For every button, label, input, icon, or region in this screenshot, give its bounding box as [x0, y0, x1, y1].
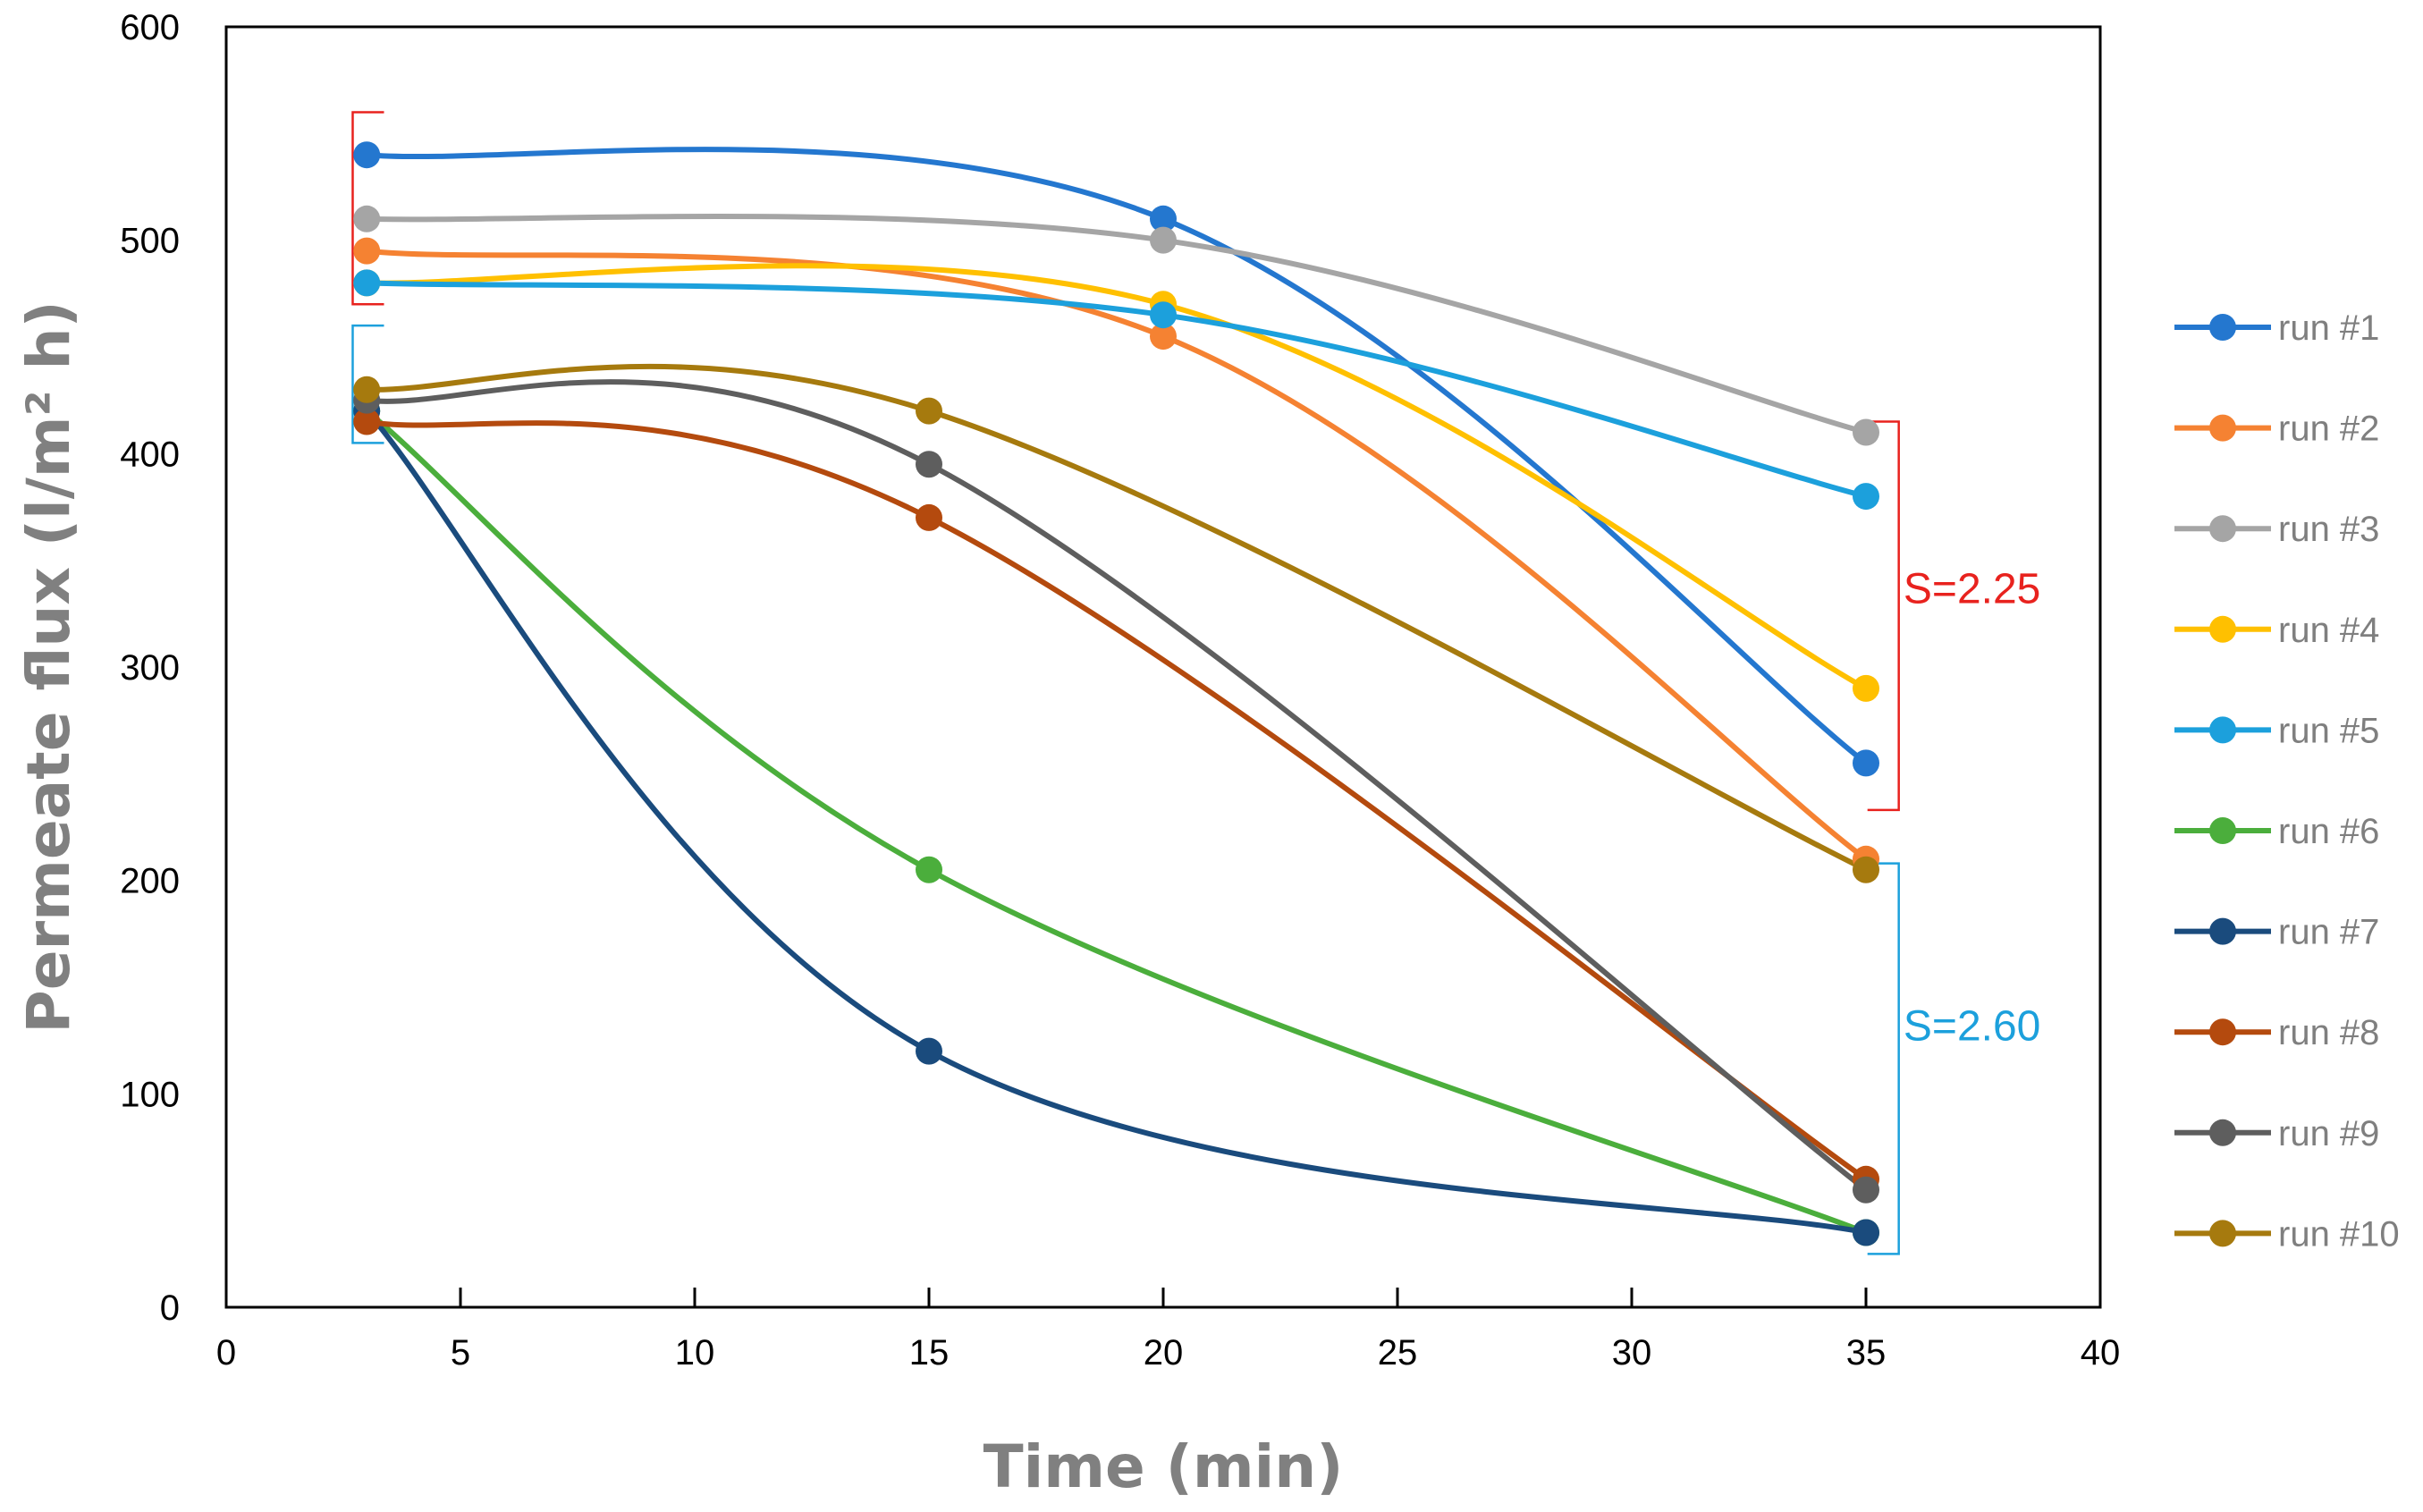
y-tick-label: 400: [120, 435, 180, 474]
data-point: [1150, 323, 1177, 351]
x-tick-label: 0: [216, 1333, 236, 1373]
bracket: [1867, 862, 1900, 1255]
data-point: [916, 856, 942, 883]
data-point: [353, 408, 381, 435]
y-tick-label: 0: [160, 1288, 180, 1328]
data-point: [353, 269, 381, 297]
y-tick-label: 600: [120, 8, 180, 47]
x-tick-label: 30: [1612, 1333, 1652, 1373]
legend-label: run #10: [2278, 1214, 2400, 1254]
data-point: [1150, 226, 1177, 254]
legend-swatch-marker: [2209, 1220, 2236, 1247]
data-point: [1853, 674, 1879, 702]
y-tick-label: 300: [120, 648, 180, 688]
bracket: [351, 111, 384, 306]
legend-label: run #6: [2278, 812, 2379, 851]
data-point: [1853, 483, 1879, 511]
bracket: [1867, 420, 1900, 812]
legend-swatch-marker: [2209, 1018, 2236, 1046]
legend-label: run #4: [2278, 611, 2379, 650]
y-tick-label: 500: [120, 222, 180, 261]
data-point: [353, 205, 381, 232]
legend-swatch-marker: [2209, 817, 2236, 844]
data-point: [916, 451, 942, 478]
data-point: [1150, 205, 1177, 232]
data-point: [916, 1037, 942, 1065]
annotation-label: S=2.25: [1904, 565, 2040, 612]
data-point: [353, 376, 381, 403]
data-point: [353, 141, 381, 169]
legend-swatch-marker: [2209, 515, 2236, 543]
x-tick-label: 5: [451, 1333, 470, 1373]
legend-label: run #8: [2278, 1013, 2379, 1052]
legend-label: run #5: [2278, 711, 2379, 750]
data-point: [1853, 1176, 1879, 1204]
x-tick-label: 40: [2081, 1333, 2121, 1373]
x-tick-label: 25: [1378, 1333, 1418, 1373]
legend-swatch-marker: [2209, 615, 2236, 643]
legend-swatch-marker: [2209, 917, 2236, 945]
legend-label: run #3: [2278, 510, 2379, 549]
legend-swatch-marker: [2209, 414, 2236, 442]
x-tick-label: 10: [675, 1333, 715, 1373]
legend-swatch-marker: [2209, 314, 2236, 341]
annotation-label: S=2.60: [1904, 1003, 2040, 1051]
x-axis-title: Time (min): [984, 1432, 1344, 1501]
data-point: [1853, 856, 1879, 883]
x-tick-label: 35: [1846, 1333, 1887, 1373]
data-point: [916, 503, 942, 531]
series-line: [364, 408, 1869, 1236]
bracket: [351, 324, 384, 444]
y-axis-title: Permeate flux (l/m² h): [14, 300, 83, 1033]
x-tick-label: 20: [1144, 1333, 1184, 1373]
y-tick-label: 200: [120, 862, 180, 901]
y-tick-label: 100: [120, 1075, 180, 1114]
series-line: [364, 418, 1869, 1182]
data-point: [1150, 301, 1177, 329]
data-point: [353, 237, 381, 265]
legend-label: run #7: [2278, 913, 2379, 952]
legend-swatch-marker: [2209, 716, 2236, 744]
legend-swatch-marker: [2209, 1119, 2236, 1146]
data-point: [916, 397, 942, 425]
legend-label: run #2: [2278, 410, 2379, 449]
data-point: [1853, 418, 1879, 446]
data-point: [1853, 749, 1879, 777]
legend-label: run #9: [2278, 1114, 2379, 1153]
x-tick-label: 15: [909, 1333, 950, 1373]
series-line: [364, 379, 1869, 1193]
legend-label: run #1: [2278, 308, 2379, 348]
data-point: [1853, 1219, 1879, 1246]
series-line: [364, 363, 1869, 873]
